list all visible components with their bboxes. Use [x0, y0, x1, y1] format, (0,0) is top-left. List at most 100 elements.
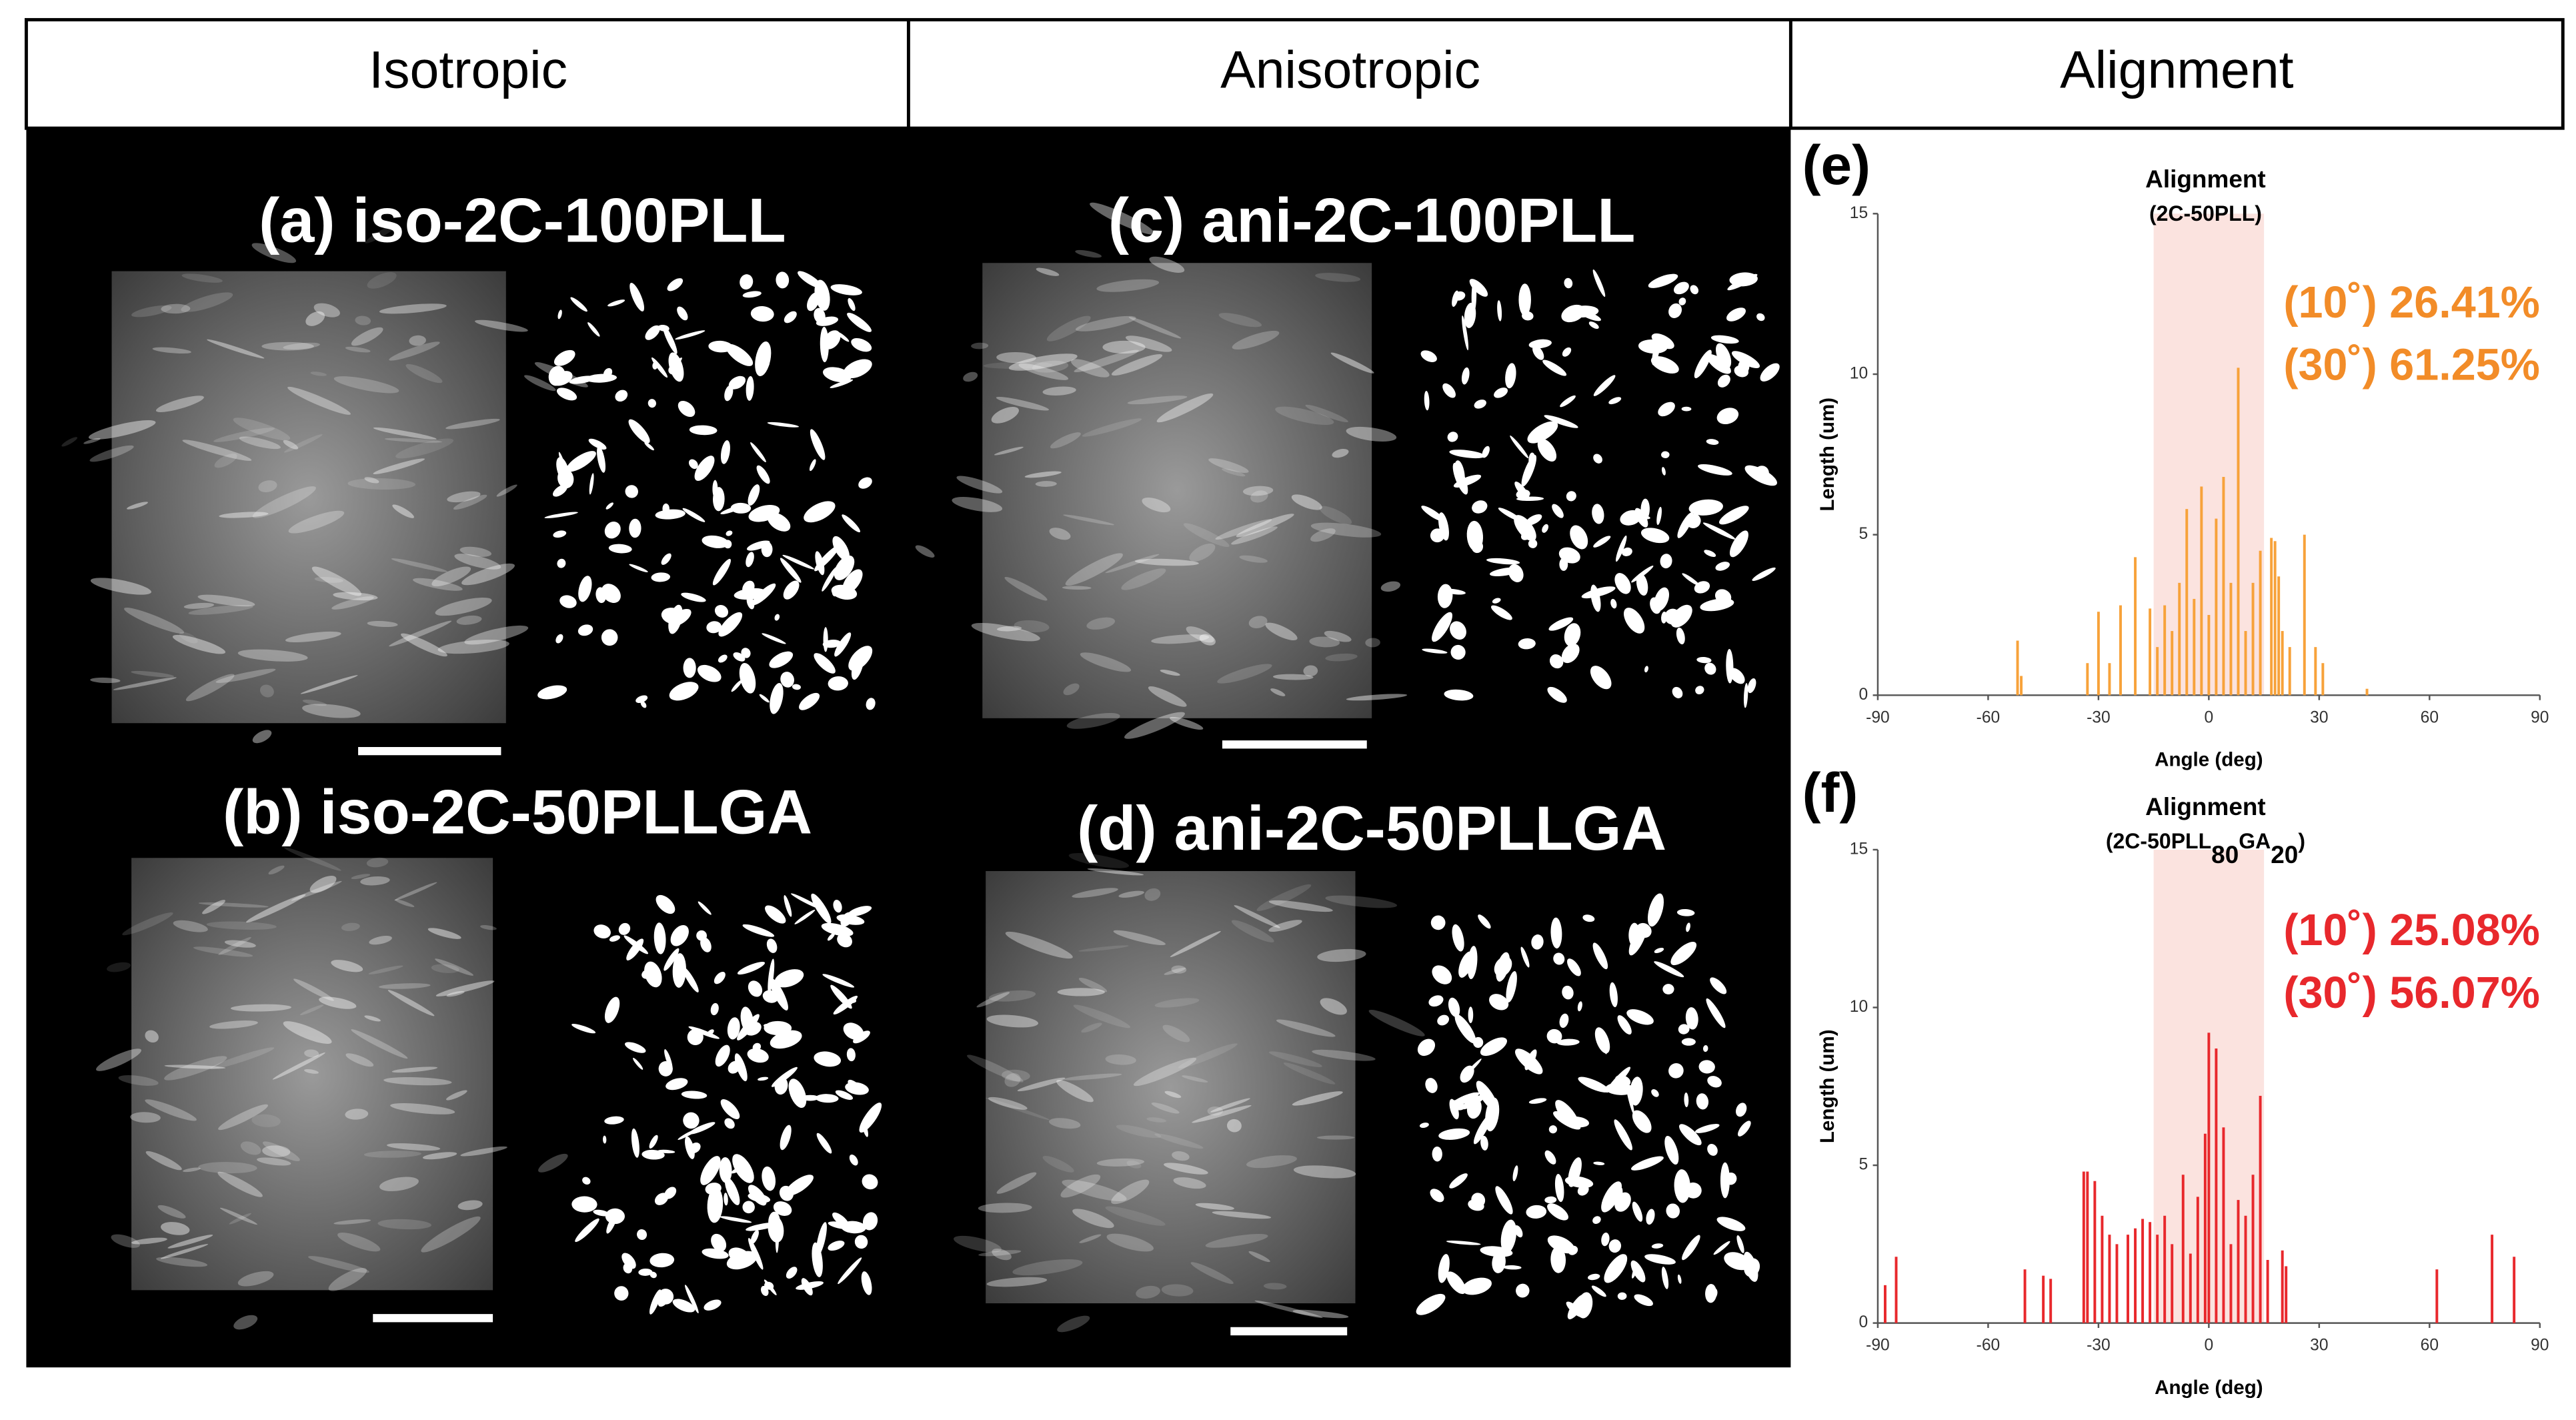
fiber-texture	[1246, 1155, 1297, 1169]
binary-blob	[1531, 934, 1544, 950]
bar	[2141, 1219, 2145, 1323]
binary-blob	[851, 651, 864, 680]
fiber-texture	[1263, 1283, 1287, 1290]
fiber-texture	[379, 1177, 419, 1191]
binary-blob	[1591, 1285, 1606, 1297]
header: Anisotropic	[1220, 41, 1480, 99]
binary-blob	[747, 1048, 769, 1063]
binary-blob	[1561, 304, 1585, 323]
binary-blob	[587, 322, 600, 337]
binary-blob	[718, 654, 728, 663]
binary-blob	[559, 595, 577, 608]
bar	[2115, 1244, 2119, 1323]
binary-blob	[1497, 300, 1502, 321]
binary-blob	[843, 359, 872, 379]
binary-blob	[1462, 1277, 1492, 1295]
fiber-texture	[1346, 694, 1408, 701]
fiber-texture	[464, 625, 529, 645]
binary-blob	[556, 388, 577, 401]
binary-blob	[672, 953, 686, 988]
binary-blob	[544, 512, 578, 518]
fiber-texture	[1160, 669, 1180, 676]
fiber-texture	[1199, 634, 1216, 646]
fiber-texture	[1105, 1054, 1136, 1065]
binary-blob	[1702, 1044, 1708, 1052]
binary-blob	[1601, 1181, 1622, 1213]
fiber-texture	[1182, 1075, 1208, 1083]
fiber-texture	[1161, 1284, 1194, 1297]
binary-blob	[798, 271, 822, 288]
subtitle-part: GA	[2239, 830, 2271, 854]
binary-blob	[604, 1116, 624, 1125]
fiber-texture	[1303, 665, 1318, 677]
bar	[2435, 1269, 2439, 1323]
fiber-texture	[978, 1250, 1022, 1257]
fiber-texture	[461, 563, 515, 586]
binary-blob	[683, 658, 696, 678]
binary-blob	[1561, 644, 1580, 664]
x-tick-label: 60	[2421, 1337, 2439, 1355]
binary-blob	[780, 1125, 792, 1151]
binary-blob	[1729, 272, 1758, 287]
binary-blob	[1454, 1014, 1476, 1044]
binary-blob	[733, 652, 746, 662]
fiber-texture	[1346, 426, 1397, 442]
fiber-texture	[1315, 273, 1361, 282]
fiber-texture	[1222, 468, 1246, 477]
bar	[2259, 550, 2262, 696]
binary-blob	[1494, 388, 1508, 398]
binary-blob	[1550, 917, 1562, 949]
binary-blob	[1644, 666, 1648, 673]
fiber-texture	[124, 608, 185, 634]
binary-blob	[766, 938, 778, 953]
fiber-texture	[160, 1244, 209, 1259]
binary-blob	[1690, 285, 1699, 295]
fiber-texture	[1072, 1209, 1114, 1229]
binary-blob	[1467, 946, 1478, 980]
fiber-texture	[210, 1047, 275, 1070]
fiber-texture	[373, 427, 437, 440]
bar	[2513, 1257, 2516, 1323]
binary-blob	[1654, 947, 1664, 954]
binary-blob	[668, 604, 683, 634]
fiber-texture	[1056, 1080, 1094, 1103]
binary-blob	[835, 1090, 854, 1100]
binary-blob	[555, 634, 563, 644]
binary-blob	[1726, 649, 1734, 684]
fiber-texture	[341, 922, 360, 931]
fiber-texture	[401, 633, 447, 657]
binary-blob	[1696, 656, 1712, 664]
binary-blob	[558, 452, 567, 475]
binary-blob	[1634, 1294, 1653, 1307]
binary-blob	[1738, 1121, 1751, 1137]
binary-blob	[786, 1267, 798, 1279]
fiber-texture	[1164, 1163, 1208, 1175]
binary-blob	[1449, 1173, 1468, 1189]
fiber-texture	[985, 1097, 1050, 1121]
fiber-texture	[183, 602, 215, 609]
fiber-texture	[1183, 523, 1230, 547]
bar	[2193, 598, 2196, 696]
fiber-texture	[395, 438, 454, 459]
binary-blob	[1636, 573, 1648, 596]
binary-blob	[809, 459, 816, 472]
binary-blob	[756, 465, 770, 484]
binary-blob	[1550, 1246, 1566, 1273]
fiber-texture	[113, 677, 177, 690]
fiber-texture	[302, 699, 327, 706]
fiber-texture	[1111, 1179, 1150, 1205]
fiber-texture	[331, 596, 374, 610]
binary-blob	[651, 572, 670, 582]
binary-blob	[557, 468, 574, 489]
bar	[2189, 1253, 2192, 1323]
fiber-texture	[96, 1048, 141, 1071]
fiber-texture	[1121, 568, 1166, 590]
binary-blob	[1662, 984, 1674, 994]
binary-blob	[577, 624, 593, 636]
binary-blob	[1632, 1263, 1638, 1279]
bar	[2097, 612, 2100, 696]
binary-blob	[1547, 686, 1567, 703]
binary-blob	[1442, 383, 1456, 398]
micrograph	[982, 263, 1372, 718]
binary-blob	[794, 909, 816, 924]
